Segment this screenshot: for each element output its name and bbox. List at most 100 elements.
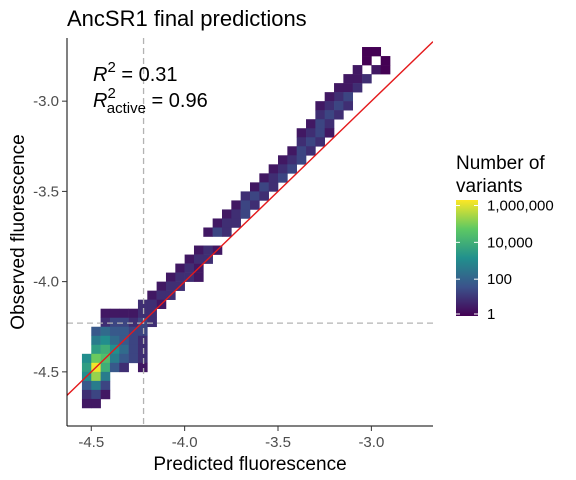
y-tick-label: -4.5 — [33, 364, 59, 381]
heatmap-bin — [203, 245, 213, 255]
heatmap-bin — [137, 308, 148, 319]
heatmap-bin — [100, 362, 111, 373]
y-tick-label: -3.5 — [33, 183, 59, 200]
r2-active-annotation: R2 active = 0.96 — [93, 85, 208, 117]
heatmap-bin — [137, 362, 148, 373]
heatmap-bin — [278, 164, 288, 174]
heatmap-bin — [324, 110, 335, 120]
heatmap-bin — [362, 47, 372, 57]
fit-line — [67, 41, 433, 396]
r2-active-sub: active — [107, 100, 146, 117]
heatmap-bin — [91, 344, 101, 355]
heatmap-bin — [109, 335, 120, 346]
heatmap-bin — [193, 245, 204, 255]
r2-active-symbol: R — [93, 90, 107, 112]
heatmap-bin — [221, 218, 232, 228]
heatmap-bin — [109, 326, 120, 337]
heatmap-bin — [334, 83, 344, 93]
heatmap-bin — [175, 272, 185, 282]
heatmap-bin — [306, 146, 316, 156]
heatmap-bin — [268, 182, 279, 192]
heatmap-bin — [137, 299, 148, 309]
heatmap-bin — [250, 182, 260, 192]
heatmap-bin — [324, 119, 335, 129]
heatmap-bin — [343, 92, 354, 102]
heatmap-bin — [100, 326, 111, 337]
heatmap-bin — [100, 317, 111, 328]
heatmap-bin — [100, 371, 111, 382]
heatmap-bin — [380, 65, 391, 75]
legend-label: 1 — [487, 306, 495, 323]
y-tick-label: -3.0 — [33, 93, 59, 110]
heatmap-bin — [324, 128, 335, 138]
heatmap-bin — [100, 380, 111, 391]
r2-value: = 0.31 — [116, 64, 178, 86]
legend-label: 1,000,000 — [487, 198, 554, 215]
heatmap-bin — [315, 137, 325, 147]
heatmap-bin — [119, 362, 129, 373]
heatmap-bin — [184, 263, 195, 273]
legend-colorbar — [456, 200, 478, 316]
heatmap-bin — [100, 344, 111, 355]
heatmap-bin — [296, 137, 307, 147]
heatmap-bin — [119, 326, 129, 337]
heatmap-bin — [352, 83, 363, 93]
heatmap-bin — [315, 101, 325, 111]
heatmap-bin — [128, 353, 139, 364]
legend-label: 10,000 — [487, 234, 533, 251]
heatmap-bin — [212, 218, 223, 228]
heatmap-bin — [371, 65, 382, 75]
heatmap-bin — [278, 173, 288, 183]
heatmap-bin — [240, 209, 251, 219]
heatmap-bin — [184, 254, 195, 264]
heatmap-bin — [306, 128, 316, 138]
x-tick-label: -4.0 — [172, 434, 198, 451]
heatmap-bin — [296, 128, 307, 138]
heatmap-bin — [119, 344, 129, 355]
legend-title-line-2: variants — [456, 176, 523, 197]
y-ticks: -3.0 -3.5 -4.0 -4.5 — [33, 93, 67, 381]
legend-label: 100 — [487, 271, 512, 288]
r2-sup: 2 — [107, 59, 115, 76]
heatmap-bin — [137, 326, 148, 337]
heatmap-bin — [352, 65, 363, 75]
heatmap-bin — [371, 47, 382, 57]
heatmap-bin — [259, 191, 269, 201]
heatmap-bin — [91, 398, 101, 409]
heatmap-bin — [165, 281, 176, 291]
heatmap-bin — [231, 218, 241, 228]
heatmap-bin — [91, 371, 101, 382]
r2-active-value: = 0.96 — [146, 90, 208, 112]
heatmap-bin — [324, 101, 335, 111]
heatmap-bin — [128, 335, 139, 346]
heatmap-bin — [81, 380, 92, 391]
legend-ticks: 1,000,000 10,000 100 1 — [456, 198, 554, 323]
heatmap-bin — [100, 308, 111, 319]
r2-active-sup: 2 — [107, 85, 115, 102]
heatmap-bin — [268, 173, 279, 183]
heatmap-bin — [91, 380, 101, 391]
heatmap-bin — [315, 110, 325, 120]
heatmap-bin — [119, 308, 129, 319]
heatmap-bin — [315, 128, 325, 138]
heatmap-bin — [334, 101, 344, 111]
heatmap-bin — [128, 344, 139, 355]
heatmap-bin — [128, 317, 139, 328]
heatmap-bin — [137, 335, 148, 346]
heatmap-bin — [287, 164, 297, 174]
legend: Number of variants 1,000,000 10,000 100 1 — [456, 153, 554, 323]
heatmap-bin — [306, 137, 316, 147]
heatmap-bin — [287, 155, 297, 165]
heatmap-bin — [81, 398, 92, 409]
heatmap-bin — [324, 92, 335, 102]
y-axis-title: Observed fluorescence — [8, 134, 29, 329]
x-tick-label: -4.5 — [78, 434, 104, 451]
chart-title: AncSR1 final predictions — [67, 6, 307, 31]
heatmap-bin — [91, 326, 101, 337]
heatmap-bin — [343, 83, 354, 93]
heatmap-bin — [147, 290, 157, 300]
heatmap-bin — [203, 227, 213, 237]
heatmap-bin — [91, 389, 101, 400]
heatmap-bin — [165, 272, 176, 282]
heatmap-bin — [287, 146, 297, 156]
